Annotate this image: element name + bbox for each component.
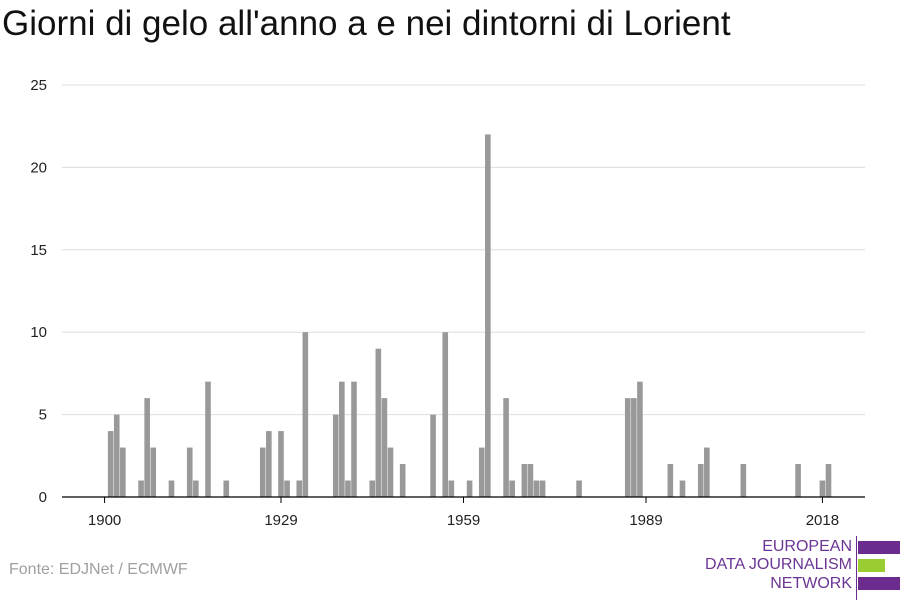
x-tick-label: 1900 <box>88 512 121 529</box>
bar-1967 <box>509 480 515 497</box>
bar-1941 <box>351 381 357 497</box>
bar-1957 <box>448 480 455 497</box>
bar-1901 <box>107 431 114 497</box>
bar-1962 <box>478 447 485 497</box>
bar-1902 <box>113 414 120 497</box>
bar-1995 <box>679 480 686 497</box>
bar-series <box>107 134 832 497</box>
bar-1945 <box>375 348 382 497</box>
bar-1903 <box>120 447 126 497</box>
bar-1998 <box>697 464 704 497</box>
logo-divider <box>856 536 857 600</box>
source-credit: Fonte: EDJNet / ECMWF <box>9 561 188 578</box>
x-axis-ticks: 1900 1929 1959 1989 2018 <box>88 497 839 529</box>
bar-1932 <box>296 480 303 497</box>
frost-days-bar-chart: 1900 1929 1959 1989 2018 0 5 10 15 20 25 <box>30 77 865 529</box>
bar-1929 <box>278 431 284 497</box>
bar-1999 <box>704 447 710 497</box>
x-tick-label: 1929 <box>264 512 297 529</box>
bar-1993 <box>667 464 674 497</box>
bar-1911 <box>168 480 175 497</box>
logo-bar-green <box>858 559 885 572</box>
y-tick-label: 25 <box>30 77 47 94</box>
y-tick-label: 15 <box>30 242 47 259</box>
bar-1949 <box>399 464 406 497</box>
bar-1947 <box>387 447 394 497</box>
bar-1930 <box>284 480 290 497</box>
bar-1986 <box>624 398 631 497</box>
bar-1956 <box>442 332 449 497</box>
y-tick-label: 0 <box>39 489 47 506</box>
y-tick-label: 10 <box>30 324 47 341</box>
y-tick-label: 20 <box>30 159 47 176</box>
bar-1946 <box>381 398 388 497</box>
bar-2018 <box>819 480 826 497</box>
bar-1926 <box>259 447 266 497</box>
bar-1914 <box>186 447 193 497</box>
bar-1972 <box>539 480 546 497</box>
bar-1933 <box>302 332 309 497</box>
bar-1954 <box>430 414 436 497</box>
logo-bar-purple-top <box>858 541 900 554</box>
bar-2019 <box>825 464 832 497</box>
logo-line-3: NETWORK <box>770 575 852 592</box>
edjnet-logo: EUROPEAN DATA JOURNALISM NETWORK <box>700 536 900 600</box>
bar-1908 <box>150 447 157 497</box>
bar-1944 <box>369 480 376 497</box>
bar-1988 <box>637 381 643 497</box>
y-axis-ticks: 0 5 10 15 20 25 <box>30 77 47 506</box>
bar-1917 <box>205 381 211 497</box>
bar-1970 <box>527 464 534 497</box>
bar-1969 <box>521 464 528 497</box>
bar-1978 <box>576 480 582 497</box>
bar-1920 <box>223 480 230 497</box>
bar-1927 <box>266 431 272 497</box>
logo-line-2: DATA JOURNALISM <box>705 556 852 573</box>
bar-1940 <box>345 480 351 497</box>
chart-title: Giorni di gelo all'anno a e nei dintorni… <box>2 4 731 43</box>
bar-1966 <box>503 398 509 497</box>
bar-2005 <box>740 464 747 497</box>
logo-line-1: EUROPEAN <box>762 538 852 555</box>
bar-1960 <box>466 480 473 497</box>
bar-1915 <box>193 480 199 497</box>
bar-1939 <box>339 381 345 497</box>
x-tick-label: 1989 <box>629 512 662 529</box>
bar-1938 <box>332 414 339 497</box>
bar-1907 <box>144 398 150 497</box>
bar-1971 <box>533 480 540 497</box>
logo-bar-purple-bottom <box>858 577 900 590</box>
x-tick-label: 1959 <box>447 512 480 529</box>
bar-1906 <box>138 480 144 497</box>
bar-1963 <box>485 134 491 497</box>
y-tick-label: 5 <box>39 407 47 424</box>
bar-2014 <box>795 464 801 497</box>
grid-lines <box>62 84 865 416</box>
bar-1987 <box>631 398 637 497</box>
x-tick-label: 2018 <box>806 512 839 529</box>
